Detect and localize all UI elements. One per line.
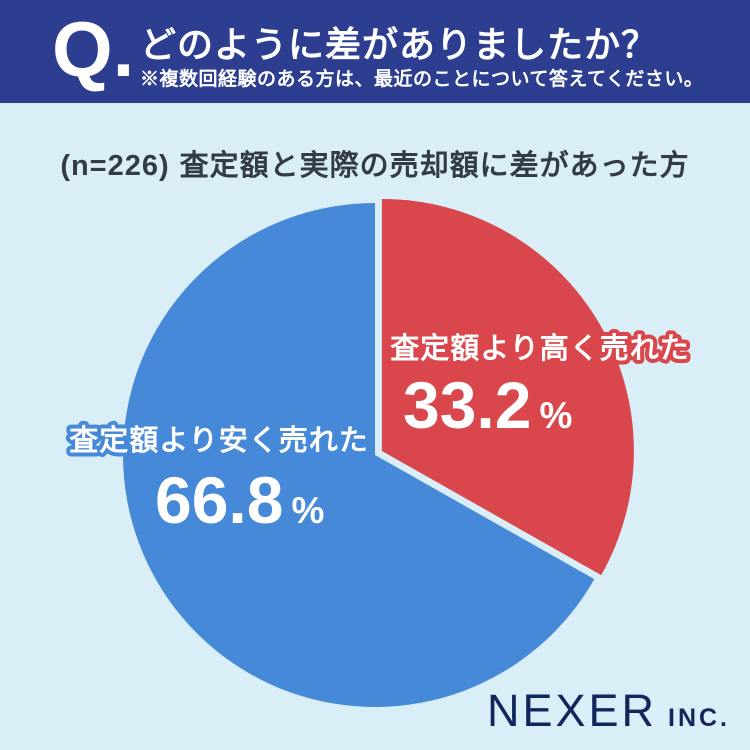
sample-size-line: (n=226) 査定額と実際の売却額に差があった方 [0,142,750,184]
question-mark-label: Q. [52,5,135,93]
pie-label-sold-lower: 査定額より安く売れた [69,423,368,457]
question-note: ※複数回経験のある方は、最近のことについて答えてください。 [140,69,704,90]
sample-description: 査定額と実際の売却額に差があった方 [179,150,690,182]
brand-logo: NEXER INC. [487,685,730,737]
pie-value-sold-higher: 33.2% [403,368,572,442]
question-title: どのように差がありましたか？ [140,24,659,65]
pie-slice-sold-higher [381,198,634,576]
question-header: Q. どのように差がありましたか？ ※複数回経験のある方は、最近のことについて答… [0,0,750,103]
sample-size: (n=226) [60,150,170,182]
pie-value-sold-lower: 66.8% [155,463,324,537]
brand-suffix: INC. [668,704,730,732]
pie-slice-sold-lower [123,203,595,707]
pie-label-sold-higher: 査定額より高く売れた [390,331,689,365]
brand-name: NEXER [486,685,657,736]
